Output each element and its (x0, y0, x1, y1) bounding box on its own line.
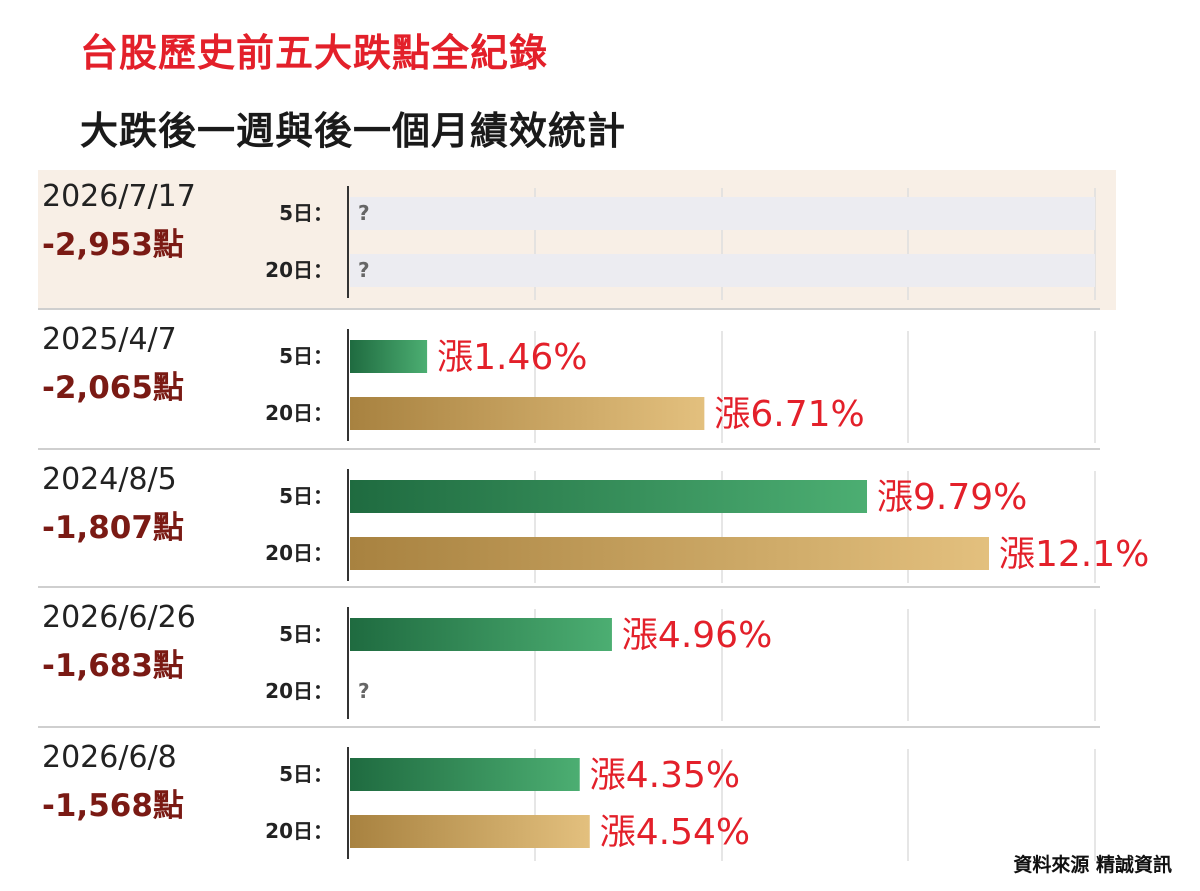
bar-5day (350, 618, 612, 651)
group-points: -1,683點 (42, 648, 184, 684)
group-date: 2026/7/17 (42, 179, 196, 214)
bar-20day (350, 397, 705, 430)
row-label: 20日： (265, 541, 333, 565)
row-label: 20日： (265, 679, 333, 703)
chart-title: 台股歷史前五大跌點全紀錄 (80, 31, 549, 75)
bar-value-label: 漲12.1% (999, 534, 1149, 575)
group-date: 2026/6/26 (42, 600, 196, 635)
group-date: 2024/8/5 (42, 462, 177, 497)
chart-subtitle: 大跌後一週與後一個月績效統計 (80, 109, 627, 153)
row-label: 5日： (279, 484, 333, 508)
missing-value-marker: ? (358, 201, 370, 225)
missing-value-marker: ? (358, 679, 370, 703)
bar-value-label: 漲1.46% (437, 337, 587, 378)
bar-value-label: 漲9.79% (877, 477, 1027, 518)
row-label: 20日： (265, 258, 333, 282)
highlight-background (38, 170, 1116, 310)
group-points: -1,568點 (42, 788, 184, 824)
group-points: -1,807點 (42, 510, 184, 546)
source-note: 資料來源 精誠資訊 (1013, 854, 1172, 876)
group-points: -2,953點 (42, 227, 184, 263)
bar-5day (350, 340, 428, 373)
row-label: 20日： (265, 819, 333, 843)
group-points: -2,065點 (42, 370, 184, 406)
group-date: 2025/4/7 (42, 322, 177, 357)
row-label: 20日： (265, 401, 333, 425)
bar-5day (350, 758, 580, 791)
bar-value-label: 漲4.54% (600, 812, 750, 853)
group-date: 2026/6/8 (42, 740, 177, 775)
bar-5day (350, 480, 868, 513)
placeholder-bar (350, 254, 1095, 287)
missing-value-marker: ? (358, 258, 370, 282)
row-label: 5日： (279, 762, 333, 786)
row-label: 5日： (279, 622, 333, 646)
bar-value-label: 漲6.71% (714, 394, 864, 435)
bar-value-label: 漲4.96% (622, 615, 772, 656)
row-label: 5日： (279, 344, 333, 368)
row-label: 5日： (279, 201, 333, 225)
placeholder-bar (350, 197, 1095, 230)
bar-value-label: 漲4.35% (590, 755, 740, 796)
bar-20day (350, 815, 590, 848)
bar-20day (350, 537, 989, 570)
